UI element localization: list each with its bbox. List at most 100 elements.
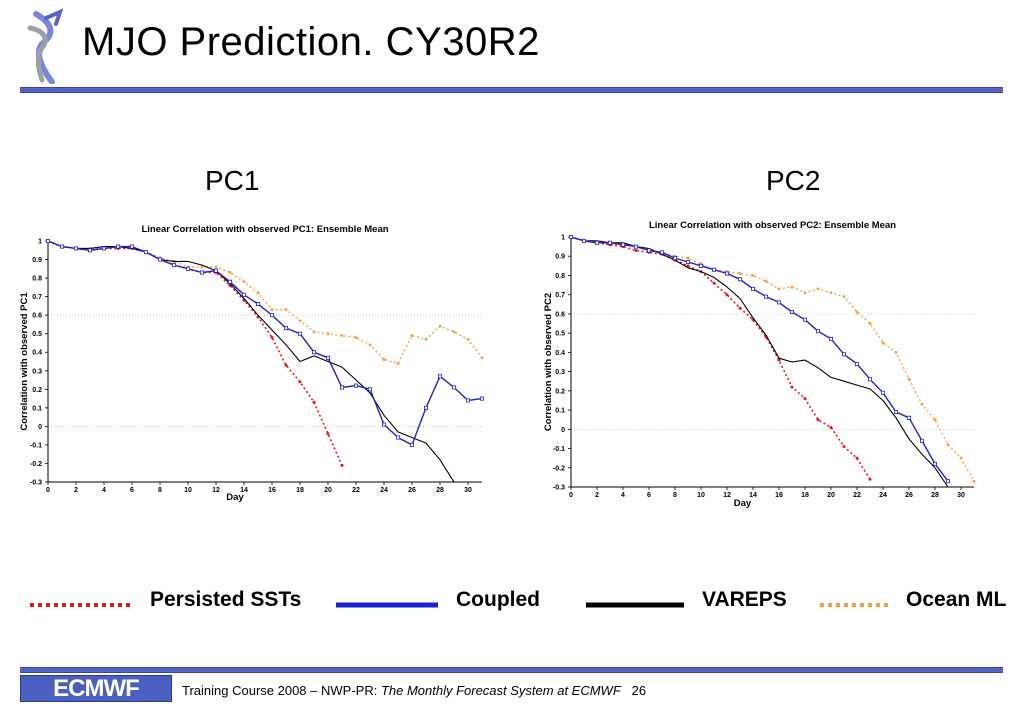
x-tick-label-pc2: 4 bbox=[621, 492, 625, 499]
y-tick-label-pc2: -0.1 bbox=[553, 446, 565, 453]
data-point-persisted-pc1 bbox=[326, 432, 330, 436]
x-tick-label-pc2: 30 bbox=[957, 492, 965, 499]
x-tick-label-pc2: 20 bbox=[827, 492, 835, 499]
y-tick-label-pc1: 0 bbox=[38, 424, 42, 431]
data-point-coupled-pc1 bbox=[381, 422, 386, 427]
data-point-coupled-pc2 bbox=[920, 438, 925, 443]
data-point-coupled-pc2 bbox=[894, 409, 899, 414]
y-tick-label-pc2: -0.3 bbox=[553, 485, 565, 492]
data-point-oceanml-pc2 bbox=[829, 291, 833, 295]
data-point-persisted-pc2 bbox=[712, 281, 716, 285]
data-point-oceanml-pc1 bbox=[242, 280, 246, 284]
data-point-oceanml-pc1 bbox=[228, 271, 232, 275]
legend-swatch-vareps bbox=[586, 602, 684, 608]
data-point-oceanml-pc1 bbox=[424, 337, 428, 341]
footer-logo-text: ECMWF bbox=[53, 675, 140, 702]
x-tick-label-pc1: 28 bbox=[436, 487, 444, 494]
data-point-coupled-pc1 bbox=[409, 442, 414, 447]
x-tick-label-pc1: 0 bbox=[46, 487, 50, 494]
y-tick-label-pc1: -0.1 bbox=[30, 442, 42, 449]
data-point-persisted-pc2 bbox=[725, 293, 729, 297]
x-tick-label-pc1: 12 bbox=[212, 487, 220, 494]
data-point-oceanml-pc2 bbox=[907, 377, 911, 381]
data-point-coupled-pc1 bbox=[479, 396, 484, 401]
data-point-persisted-pc1 bbox=[270, 335, 274, 339]
ecmwf-footer-logo: ECMWF bbox=[20, 675, 172, 702]
data-point-persisted-pc2 bbox=[868, 477, 872, 481]
legend-label-vareps: VAREPS bbox=[702, 588, 787, 611]
data-point-coupled-pc1 bbox=[213, 268, 218, 273]
data-point-oceanml-pc1 bbox=[452, 330, 456, 334]
data-point-oceanml-pc2 bbox=[946, 443, 950, 447]
x-tick-label-pc1: 22 bbox=[352, 487, 360, 494]
data-point-coupled-pc1 bbox=[423, 405, 428, 410]
x-tick-label-pc2: 10 bbox=[697, 492, 705, 499]
data-point-persisted-pc2 bbox=[829, 425, 833, 429]
data-point-coupled-pc1 bbox=[171, 263, 176, 268]
x-tick-label-pc2: 0 bbox=[569, 492, 573, 499]
data-point-coupled-pc2 bbox=[881, 390, 886, 395]
x-tick-label-pc1: 2 bbox=[74, 487, 78, 494]
x-axis-label-pc2: Day bbox=[734, 498, 752, 509]
data-point-coupled-pc1 bbox=[227, 279, 232, 284]
data-point-coupled-pc1 bbox=[199, 270, 204, 275]
legend-label-persisted-ssts: Persisted SSTs bbox=[150, 588, 302, 611]
data-point-coupled-pc1 bbox=[269, 313, 274, 318]
data-point-coupled-pc1 bbox=[395, 435, 400, 440]
y-axis-label-pc1: Correlation with observed PC1 bbox=[19, 292, 30, 431]
footer-divider bbox=[20, 667, 1003, 673]
data-point-persisted-pc1 bbox=[298, 380, 302, 384]
data-point-oceanml-pc2 bbox=[855, 310, 859, 314]
footer-caption-plain: Training Course 2008 – NWP-PR: bbox=[182, 683, 381, 698]
panel-title-pc2: PC2 bbox=[766, 165, 821, 196]
data-point-coupled-pc1 bbox=[157, 257, 162, 262]
series-line-oceanml-pc1 bbox=[48, 240, 482, 365]
data-point-oceanml-pc1 bbox=[480, 356, 484, 360]
data-point-coupled-pc1 bbox=[437, 374, 442, 379]
data-point-oceanml-pc1 bbox=[298, 319, 302, 323]
data-point-oceanml-pc2 bbox=[803, 291, 807, 295]
data-point-coupled-pc2 bbox=[569, 234, 574, 239]
data-point-coupled-pc2 bbox=[946, 479, 951, 484]
data-point-coupled-pc2 bbox=[634, 244, 639, 249]
panel-title-pc1: PC1 bbox=[205, 165, 260, 196]
data-point-persisted-pc1 bbox=[284, 363, 288, 367]
y-tick-label-pc1: 0.2 bbox=[32, 387, 42, 394]
x-tick-label-pc1: 24 bbox=[380, 487, 388, 494]
data-point-persisted-pc2 bbox=[634, 248, 638, 252]
x-tick-label-pc2: 18 bbox=[801, 492, 809, 499]
data-point-coupled-pc1 bbox=[143, 250, 148, 255]
data-point-oceanml-pc2 bbox=[751, 273, 755, 277]
data-point-coupled-pc2 bbox=[829, 336, 834, 341]
data-point-persisted-pc2 bbox=[777, 358, 781, 362]
data-point-oceanml-pc2 bbox=[738, 272, 742, 276]
series-line-vareps-pc2 bbox=[571, 236, 949, 487]
y-tick-label-pc1: 0.1 bbox=[32, 405, 42, 412]
data-point-coupled-pc1 bbox=[185, 266, 190, 271]
data-point-coupled-pc2 bbox=[647, 248, 652, 253]
y-tick-label-pc2: 0.8 bbox=[555, 273, 565, 280]
x-tick-label-pc2: 28 bbox=[931, 492, 939, 499]
x-axis-label-pc1: Day bbox=[226, 492, 244, 503]
y-tick-label-pc1: 0.6 bbox=[32, 313, 42, 320]
legend-label-ocean-ml: Ocean ML bbox=[906, 588, 1007, 611]
data-point-coupled-pc1 bbox=[311, 350, 316, 355]
data-point-oceanml-pc1 bbox=[354, 335, 358, 339]
data-point-coupled-pc2 bbox=[842, 352, 847, 357]
charts-canvas: Linear Correlation with observed PC1: En… bbox=[19, 220, 976, 509]
data-point-persisted-pc1 bbox=[312, 400, 316, 404]
data-point-oceanml-pc1 bbox=[466, 337, 470, 341]
ecmwf-swirl-logo-icon bbox=[27, 8, 64, 84]
data-point-coupled-pc2 bbox=[673, 256, 678, 261]
data-point-oceanml-pc1 bbox=[438, 324, 442, 328]
series-line-persisted-pc1 bbox=[48, 240, 343, 466]
data-point-oceanml-pc2 bbox=[959, 456, 963, 460]
x-tick-label-pc1: 20 bbox=[324, 487, 332, 494]
data-point-coupled-pc2 bbox=[582, 238, 587, 243]
x-tick-label-pc1: 26 bbox=[408, 487, 416, 494]
x-tick-label-pc2: 8 bbox=[673, 492, 677, 499]
data-point-coupled-pc1 bbox=[46, 238, 51, 243]
data-point-coupled-pc2 bbox=[621, 242, 626, 247]
y-tick-label-pc2: 0.3 bbox=[555, 369, 565, 376]
data-point-oceanml-pc1 bbox=[368, 343, 372, 347]
